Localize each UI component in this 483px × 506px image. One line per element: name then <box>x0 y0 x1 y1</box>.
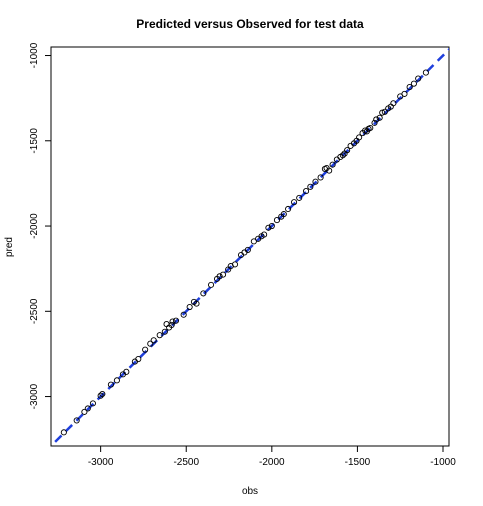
x-tick-label: -2500 <box>173 457 199 468</box>
x-tick-label: -3000 <box>88 457 114 468</box>
y-tick-label: -2000 <box>29 213 40 239</box>
y-tick-label: -2500 <box>29 298 40 324</box>
y-tick-label: -3000 <box>29 383 40 409</box>
y-tick-label: -1000 <box>29 42 40 68</box>
x-axis: -3000 -2500 -2000 -1500 -1000 <box>88 446 456 468</box>
y-axis: -3000 -2500 -2000 -1500 -1000 <box>29 42 51 409</box>
data-points <box>61 70 428 435</box>
x-tick-label: -1000 <box>430 457 456 468</box>
x-axis-label: obs <box>242 486 258 497</box>
chart-title: Predicted versus Observed for test data <box>136 17 364 31</box>
data-point <box>318 175 323 180</box>
x-tick-label: -1500 <box>345 457 371 468</box>
x-tick-label: -2000 <box>259 457 285 468</box>
data-point <box>402 91 407 96</box>
data-point <box>368 125 373 130</box>
data-point <box>61 430 66 435</box>
y-tick-label: -1500 <box>29 128 40 154</box>
y-axis-label: pred <box>4 237 15 257</box>
data-point <box>208 282 213 287</box>
data-point <box>187 304 192 309</box>
data-point <box>411 81 416 86</box>
